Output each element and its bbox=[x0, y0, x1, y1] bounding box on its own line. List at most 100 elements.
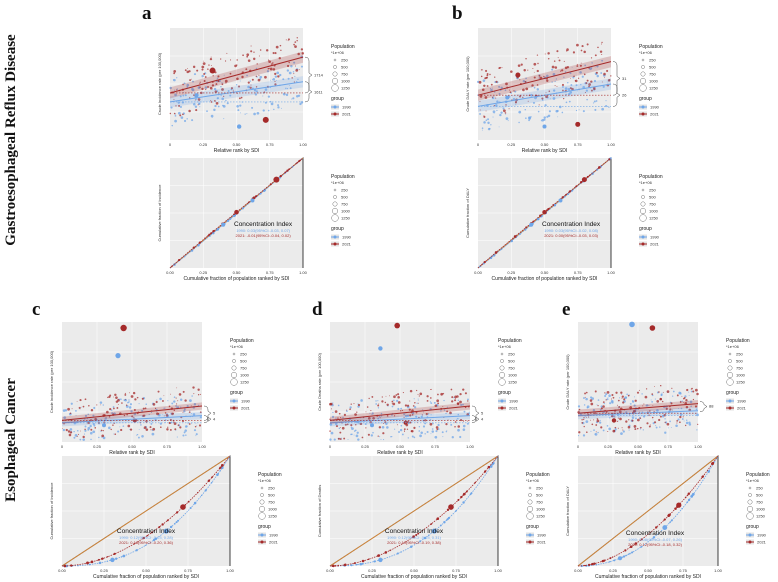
concentration-point-2021 bbox=[286, 169, 289, 172]
data-point-2021 bbox=[397, 401, 401, 404]
data-point-2021 bbox=[524, 80, 527, 83]
data-point-2021 bbox=[296, 37, 298, 39]
data-point-1990 bbox=[183, 119, 187, 123]
legend-pop-circle bbox=[528, 493, 532, 497]
data-point-2021 bbox=[426, 399, 429, 402]
scatter-x-tick-label: 0.50 bbox=[128, 444, 137, 449]
data-point-2021 bbox=[217, 75, 220, 78]
data-point-1990 bbox=[102, 436, 106, 440]
scatter-y-axis-label: Crude Incidence rate (per 100,000) bbox=[49, 350, 54, 413]
data-point-2021 bbox=[108, 415, 111, 418]
data-point-1990 bbox=[69, 428, 73, 431]
scatter-x-tick-label: 1.00 bbox=[694, 444, 703, 449]
data-point-2021 bbox=[389, 395, 390, 397]
data-point-2021 bbox=[619, 417, 622, 421]
legend-pop-value: 250 bbox=[736, 352, 743, 357]
data-point-1990 bbox=[681, 418, 684, 420]
data-point-2021 bbox=[383, 422, 385, 424]
data-point-1990 bbox=[431, 430, 435, 433]
data-point-1990 bbox=[582, 434, 586, 437]
data-point-2021 bbox=[114, 433, 117, 435]
data-point-1990 bbox=[259, 75, 263, 79]
data-point-2021 bbox=[189, 79, 192, 82]
data-point-1990 bbox=[186, 86, 189, 88]
data-point-2021 bbox=[610, 75, 612, 77]
concentration-x-tick-label: 0.25 bbox=[100, 568, 109, 573]
data-point-2021 bbox=[590, 419, 592, 421]
data-point-1990 bbox=[193, 73, 197, 76]
data-point-2021 bbox=[648, 410, 651, 412]
concentration-point-2021 bbox=[184, 503, 187, 506]
data-point-2021 bbox=[112, 424, 114, 426]
concentration-point-large bbox=[163, 528, 169, 534]
data-point-2021 bbox=[615, 391, 618, 394]
data-point-2021 bbox=[696, 392, 699, 396]
data-point-2021 bbox=[533, 76, 536, 79]
fit-line-2021 bbox=[477, 61, 612, 96]
data-point-2021 bbox=[107, 396, 109, 399]
concentration-point-1990 bbox=[410, 545, 413, 548]
data-point-2021 bbox=[343, 437, 346, 440]
scatter-y-axis-label: Crude DALY rate (per 100,000) bbox=[565, 354, 570, 410]
concentration-point-1990 bbox=[226, 219, 230, 222]
data-point-2021 bbox=[538, 104, 540, 106]
data-point-2021 bbox=[618, 406, 620, 408]
data-point-2021 bbox=[437, 393, 439, 396]
concentration-point-2021 bbox=[247, 201, 250, 203]
data-point-1990 bbox=[176, 77, 178, 79]
data-point-2021 bbox=[275, 45, 279, 49]
data-point-2021 bbox=[610, 414, 614, 418]
concentration-point-2021 bbox=[481, 263, 483, 266]
data-point-2021 bbox=[622, 429, 624, 431]
scatter-x-tick-label: 0 bbox=[477, 142, 480, 147]
concentration-point-2021 bbox=[337, 564, 340, 567]
data-point-1990 bbox=[292, 71, 295, 73]
row-label-gerd: Gastroesophageal Reflux Disease bbox=[3, 34, 19, 246]
legend-pop-value: 500 bbox=[736, 359, 743, 364]
data-point-2021 bbox=[688, 408, 692, 412]
data-point-2021 bbox=[271, 63, 273, 65]
data-point-1990 bbox=[437, 423, 440, 427]
data-point-2021 bbox=[520, 63, 523, 66]
legend-group-title: group bbox=[331, 96, 344, 102]
data-point-1990 bbox=[89, 431, 93, 435]
legend-pop-value: 1000 bbox=[240, 373, 250, 378]
legend-group-title: group bbox=[639, 226, 652, 232]
legend-group-title: group bbox=[726, 390, 739, 396]
concentration-point-2021 bbox=[332, 564, 335, 568]
data-point-1990 bbox=[581, 75, 584, 78]
concentration-x-tick-label: 1.00 bbox=[494, 568, 503, 573]
concentration-point-1990 bbox=[120, 556, 123, 558]
panel-letter-e: e bbox=[562, 299, 570, 320]
legend-pop-value: 1000 bbox=[736, 373, 746, 378]
data-point-2021 bbox=[224, 60, 227, 62]
data-point-1990 bbox=[285, 93, 289, 97]
data-point-2021 bbox=[589, 399, 593, 402]
data-point-1990 bbox=[459, 435, 462, 439]
data-point-2021 bbox=[676, 422, 678, 424]
data-point-2021 bbox=[628, 407, 630, 409]
data-point-1990 bbox=[605, 393, 608, 396]
data-point-1990 bbox=[255, 67, 258, 70]
data-point-2021 bbox=[121, 402, 123, 404]
legend-pop-title: Population bbox=[331, 44, 355, 50]
concentration-point-1990 bbox=[173, 522, 176, 525]
data-point-1990 bbox=[222, 104, 224, 107]
data-point-2021 bbox=[434, 404, 438, 407]
data-point-2021 bbox=[215, 83, 218, 86]
data-point-1990 bbox=[608, 106, 610, 108]
concentration-x-axis-label: Cumulative fraction of population ranked… bbox=[93, 574, 199, 580]
data-point-1990 bbox=[394, 428, 396, 430]
data-point-1990 bbox=[357, 438, 360, 441]
data-point-large bbox=[120, 324, 127, 332]
data-point-2021 bbox=[114, 393, 117, 397]
data-point-2021 bbox=[604, 77, 606, 79]
data-point-2021 bbox=[252, 57, 256, 61]
concentration-curve-1990 bbox=[577, 455, 719, 567]
data-point-2021 bbox=[409, 421, 412, 424]
concentration-point-2021 bbox=[269, 183, 272, 186]
data-point-1990 bbox=[151, 432, 155, 436]
data-point-2021 bbox=[130, 395, 134, 398]
data-point-2021 bbox=[124, 393, 127, 396]
data-point-1990 bbox=[264, 88, 268, 91]
